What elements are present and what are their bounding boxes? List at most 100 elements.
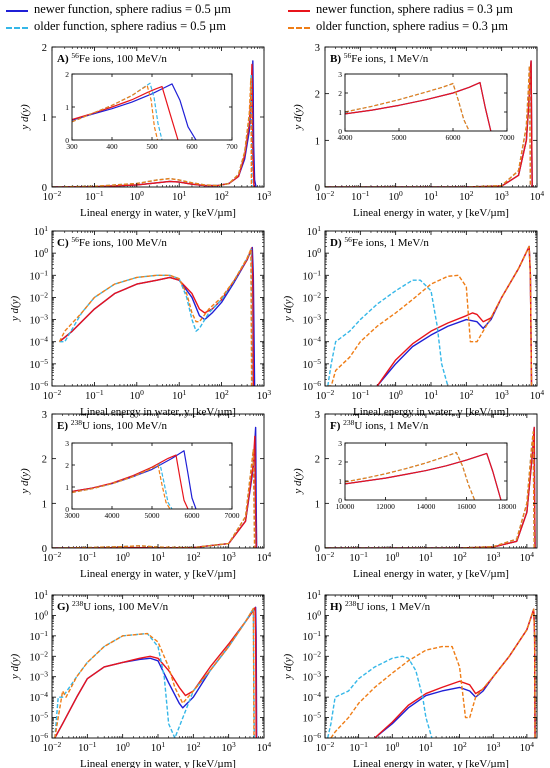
series-line-4 — [345, 451, 476, 500]
panel-title: A) 56Fe ions, 100 MeV/n — [57, 51, 167, 65]
inset-x-tick-label: 5000 — [145, 511, 160, 520]
inset-x-tick-label: 700 — [226, 142, 238, 151]
x-tick-label: 101 — [151, 550, 166, 564]
inset-x-tick-label: 10000 — [336, 502, 355, 511]
x-axis-label: Lineal energy in water, y [keV/µm] — [80, 758, 236, 768]
x-tick-label: 10−2 — [316, 388, 335, 402]
x-tick-label: 100 — [116, 740, 130, 754]
panel-title: E) 238U ions, 100 MeV/n — [57, 418, 167, 432]
series-line-3 — [327, 279, 449, 386]
y-axis-label: y d(y) — [292, 104, 304, 131]
panel-H: 10−2 10−1 100 101 102 103 104 10−6 10−5 10−4 10−3 1… — [282, 588, 538, 768]
x-tick-label: 102 — [452, 550, 467, 564]
series-line-3 — [54, 607, 255, 738]
series-line-4 — [58, 248, 253, 386]
y-tick-label: 10−2 — [30, 290, 49, 304]
y-tick-label: 101 — [34, 224, 49, 238]
inset-background — [345, 74, 507, 131]
panel-G: 10−2 10−1 100 101 102 103 104 10−6 10−5 10−4 10−3 1… — [9, 588, 271, 768]
x-tick-label: 100 — [389, 388, 404, 402]
inset-x-tick-label: 14000 — [417, 502, 436, 511]
x-tick-label: 10−1 — [351, 189, 370, 203]
panel-title: H) 238U ions, 1 MeV/n — [330, 599, 431, 613]
inset-y-tick-label: 3 — [65, 439, 69, 448]
y-tick-label: 0 — [42, 183, 47, 194]
series-line-4 — [52, 77, 253, 187]
x-tick-label: 100 — [130, 388, 145, 402]
panel-title: F) 238U ions, 1 MeV/n — [330, 418, 429, 432]
x-tick-label: 103 — [486, 550, 501, 564]
x-tick-label: 101 — [419, 550, 434, 564]
series-line-1 — [59, 246, 256, 386]
series-line-1 — [54, 606, 258, 738]
inset-y-tick-label: 1 — [65, 103, 69, 112]
legend: newer function, sphere radius = 0.5 µm n… — [0, 0, 550, 36]
y-axis-label: y d(y) — [9, 653, 21, 680]
y-tick-label: 100 — [307, 608, 322, 622]
x-tick-label: 102 — [459, 388, 474, 402]
inset-x-tick-label: 3000 — [65, 511, 80, 520]
inset-y-tick-label: 0 — [338, 127, 342, 136]
y-tick-label: 101 — [307, 224, 322, 238]
x-tick-label: 103 — [257, 388, 272, 402]
series-line-4 — [72, 464, 171, 509]
y-tick-label: 1 — [315, 136, 320, 147]
y-tick-label: 3 — [315, 43, 320, 54]
legend-item-older-03: older function, sphere radius = 0.3 µm — [288, 19, 543, 35]
x-tick-label: 104 — [520, 550, 535, 564]
x-tick-label: 104 — [520, 740, 535, 754]
x-tick-label: 10−1 — [78, 740, 97, 754]
y-tick-label: 10−5 — [30, 711, 49, 725]
x-tick-label: 103 — [486, 740, 501, 754]
series-line-2 — [72, 454, 189, 509]
inset-y-tick-label: 2 — [338, 89, 342, 98]
inset-x-tick-label: 18000 — [498, 502, 517, 511]
y-tick-label: 10−3 — [30, 313, 49, 327]
x-tick-label: 101 — [424, 189, 439, 203]
y-tick-label: 3 — [42, 410, 47, 421]
x-tick-label: 10−2 — [43, 388, 62, 402]
inset-F: 10000 12000 14000 16000 18000 0 1 2 3 — [336, 439, 517, 511]
y-tick-label: 10−4 — [30, 335, 49, 349]
x-tick-label: 102 — [459, 189, 474, 203]
x-tick-label: 102 — [214, 189, 229, 203]
x-tick-label: 10−1 — [85, 189, 104, 203]
y-tick-label: 10−3 — [303, 313, 322, 327]
series-line-4 — [54, 607, 255, 738]
x-axis-label: Lineal energy in water, y [keV/µm] — [353, 406, 509, 418]
x-axis-label: Lineal energy in water, y [keV/µm] — [353, 207, 509, 219]
series-line-4 — [327, 245, 533, 386]
legend-label: newer function, sphere radius = 0.3 µm — [316, 2, 513, 16]
inset-x-tick-label: 7000 — [500, 133, 515, 142]
x-axis-label: Lineal energy in water, y [keV/µm] — [80, 207, 236, 219]
x-tick-label: 10−1 — [85, 388, 104, 402]
x-tick-label: 103 — [495, 388, 509, 402]
y-tick-label: 10−2 — [30, 649, 49, 663]
x-tick-label: 104 — [257, 550, 272, 564]
y-tick-label: 100 — [307, 246, 322, 260]
legend-item-newer-03: newer function, sphere radius = 0.3 µm — [288, 2, 543, 18]
inset-y-tick-label: 1 — [338, 108, 342, 117]
x-axis-label: Lineal energy in water, y [keV/µm] — [353, 758, 509, 768]
x-tick-label: 100 — [385, 550, 400, 564]
series-line-2 — [345, 452, 502, 500]
y-tick-label: 10−5 — [30, 357, 49, 371]
y-tick-label: 2 — [315, 455, 320, 466]
x-tick-label: 100 — [130, 189, 145, 203]
series-line-2 — [345, 81, 492, 131]
inset-frame — [344, 73, 508, 132]
legend-item-older-05: older function, sphere radius = 0.5 µm — [6, 19, 256, 35]
x-tick-label: 102 — [186, 740, 201, 754]
inset-y-tick-label: 2 — [338, 458, 342, 467]
y-tick-label: 10−1 — [30, 629, 49, 643]
panel-title: C) 56Fe ions, 100 MeV/n — [57, 235, 167, 249]
y-tick-label: 10−5 — [303, 711, 322, 725]
y-tick-label: 10−3 — [303, 670, 322, 684]
inset-y-tick-label: 1 — [65, 483, 69, 492]
series-line-1 — [374, 608, 536, 738]
y-axis-label: y d(y) — [19, 104, 31, 131]
x-tick-label: 10−2 — [43, 189, 62, 203]
y-tick-label: 10−4 — [30, 690, 49, 704]
